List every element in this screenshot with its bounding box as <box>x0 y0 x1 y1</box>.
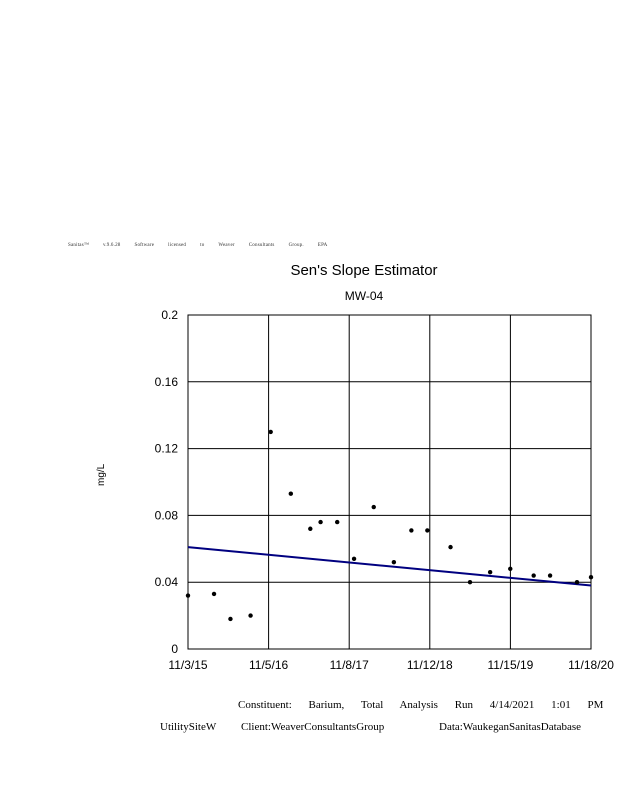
license-word: Sanitas™ <box>68 243 89 248</box>
y-tick-label: 0.08 <box>155 508 179 522</box>
data-point <box>248 613 253 618</box>
data-point <box>467 580 473 585</box>
license-word: Weaver <box>218 243 235 248</box>
constituent-name-1: Barium, <box>308 699 345 711</box>
data-point <box>318 519 323 525</box>
data-point <box>531 573 536 578</box>
license-line: Sanitas™ v.9.6.28 Software licensed to Weaver… <box>68 243 341 248</box>
license-word: Group. <box>288 243 304 248</box>
footer-site: UtilitySiteW <box>160 721 217 733</box>
x-tick-label: 11/3/15 <box>168 658 207 672</box>
footer-client: Client:WeaverConsultantsGroup <box>241 721 385 733</box>
data-point <box>574 580 580 585</box>
y-tick-label: 0.04 <box>155 575 179 589</box>
footer-data: Data:WaukeganSanitasDatabase <box>439 721 582 733</box>
license-word: Consultants <box>248 243 275 248</box>
y-tick-label: 0.16 <box>155 375 179 389</box>
data-point <box>487 569 493 575</box>
data-point <box>547 573 553 578</box>
data-point <box>425 528 430 533</box>
data-point <box>409 528 414 533</box>
data-point <box>185 593 191 598</box>
data-point <box>335 519 340 525</box>
y-tick-label: 0.2 <box>161 308 178 322</box>
license-word: to <box>200 243 205 248</box>
x-tick-label: 11/12/18 <box>407 658 453 672</box>
x-tick-label: 11/18/20 <box>568 658 614 672</box>
x-tick-label: 11/5/16 <box>249 658 288 672</box>
x-tick-label: 11/15/19 <box>487 658 533 672</box>
data-point <box>391 559 397 565</box>
data-point <box>308 526 313 531</box>
chart-subtitle: MW-04 <box>344 289 384 303</box>
data-point <box>211 591 217 597</box>
data-point <box>371 504 376 510</box>
chart-title: Sen's Slope Estimator <box>290 262 438 279</box>
data-point <box>288 491 294 496</box>
run-ampm: PM <box>587 699 604 711</box>
sens-slope-trend-line <box>187 546 592 587</box>
license-word: EPA <box>317 243 328 248</box>
run-label: Run <box>454 699 474 711</box>
data-point <box>351 556 357 562</box>
y-tick-label: 0 <box>171 642 178 656</box>
footer-constituent-line: Constituent: Barium, Total Analysis Run … <box>238 699 617 711</box>
constituent-name-2: Total <box>360 699 384 711</box>
license-word: licensed <box>168 243 187 248</box>
data-point <box>228 616 233 622</box>
run-date: 4/14/2021 <box>489 699 535 711</box>
license-word: v.9.6.28 <box>102 243 121 248</box>
analysis-label: Analysis <box>399 699 438 711</box>
data-point <box>268 429 273 435</box>
data-point <box>588 574 594 580</box>
data-point <box>448 544 453 550</box>
plot-frame <box>187 314 592 650</box>
license-word: Software <box>134 243 155 248</box>
run-time: 1:01 <box>551 699 571 711</box>
y-tick-label: 0.12 <box>155 442 179 456</box>
data-point <box>508 566 513 572</box>
x-tick-label: 11/8/17 <box>330 658 369 672</box>
constituent-label: Constituent: <box>238 699 292 711</box>
